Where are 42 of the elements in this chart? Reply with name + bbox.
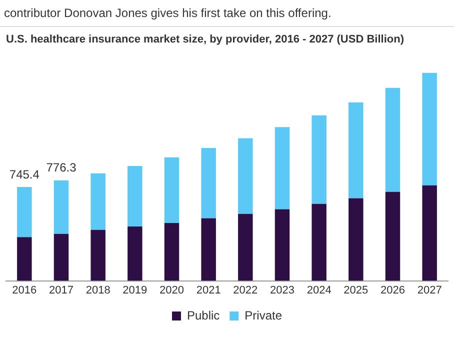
bar bbox=[17, 237, 32, 281]
bar bbox=[128, 166, 142, 227]
chart-title: U.S. healthcare insurance market size, by provider, 2016 - 2027 (USD Billion) bbox=[6, 34, 404, 46]
x-tick-label: 2018 bbox=[86, 284, 110, 296]
bar bbox=[422, 185, 437, 281]
x-tick-label: 2022 bbox=[233, 284, 258, 296]
bar bbox=[164, 223, 180, 281]
legend-label: Private bbox=[244, 308, 282, 322]
bar bbox=[348, 198, 364, 281]
bar bbox=[348, 102, 364, 198]
x-tick-label: 2017 bbox=[49, 284, 74, 296]
bar bbox=[312, 115, 326, 204]
bar bbox=[238, 138, 253, 214]
x-tick-label: 2024 bbox=[306, 284, 332, 296]
bar bbox=[54, 180, 69, 234]
bar bbox=[164, 157, 180, 224]
x-tick-label: 2021 bbox=[196, 284, 221, 296]
legend-label: Public bbox=[186, 308, 220, 322]
bar bbox=[422, 72, 437, 186]
bar bbox=[90, 173, 106, 230]
bar bbox=[238, 214, 253, 281]
bar bbox=[312, 204, 326, 281]
annotation: 745.4 bbox=[9, 167, 40, 182]
bar bbox=[128, 226, 142, 281]
x-tick-label: 2025 bbox=[344, 284, 368, 296]
bar bbox=[385, 88, 400, 192]
annotation: 776.3 bbox=[46, 160, 77, 175]
x-tick-label: 2019 bbox=[122, 284, 148, 296]
x-tick-label: 2020 bbox=[160, 284, 184, 296]
x-tick-label: 2026 bbox=[380, 284, 405, 296]
x-tick-label: 2027 bbox=[417, 284, 442, 296]
bar bbox=[274, 209, 290, 281]
bar bbox=[201, 148, 216, 218]
x-tick-label: 2023 bbox=[270, 284, 294, 296]
bar bbox=[17, 187, 32, 238]
bar bbox=[274, 127, 290, 210]
bar bbox=[201, 218, 216, 281]
x-tick-label: 2016 bbox=[12, 284, 37, 296]
text: contributor Donovan Jones gives his first take on this offering. bbox=[0, 0, 454, 27]
bar bbox=[54, 234, 69, 281]
bar bbox=[90, 230, 106, 281]
bar bbox=[385, 192, 400, 281]
